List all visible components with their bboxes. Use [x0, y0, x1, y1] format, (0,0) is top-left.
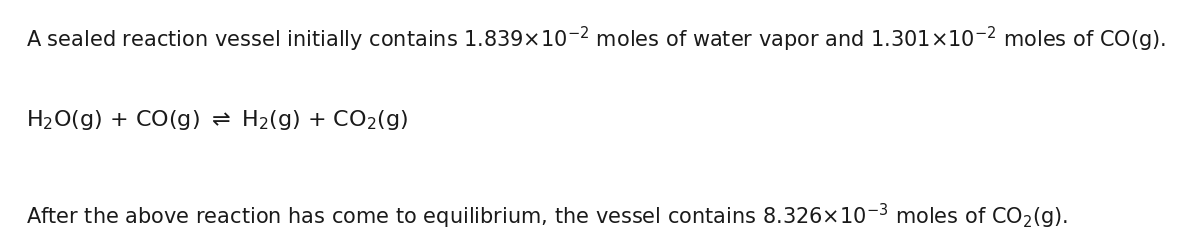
Text: H$_2$O(g) + CO(g) $\rightleftharpoons$ H$_2$(g) + CO$_2$(g): H$_2$O(g) + CO(g) $\rightleftharpoons$ H… [26, 108, 409, 132]
Text: After the above reaction has come to equilibrium, the vessel contains 8.326×10$^: After the above reaction has come to equ… [26, 202, 1068, 231]
Text: A sealed reaction vessel initially contains 1.839×10$^{-2}$ moles of water vapor: A sealed reaction vessel initially conta… [26, 25, 1166, 54]
